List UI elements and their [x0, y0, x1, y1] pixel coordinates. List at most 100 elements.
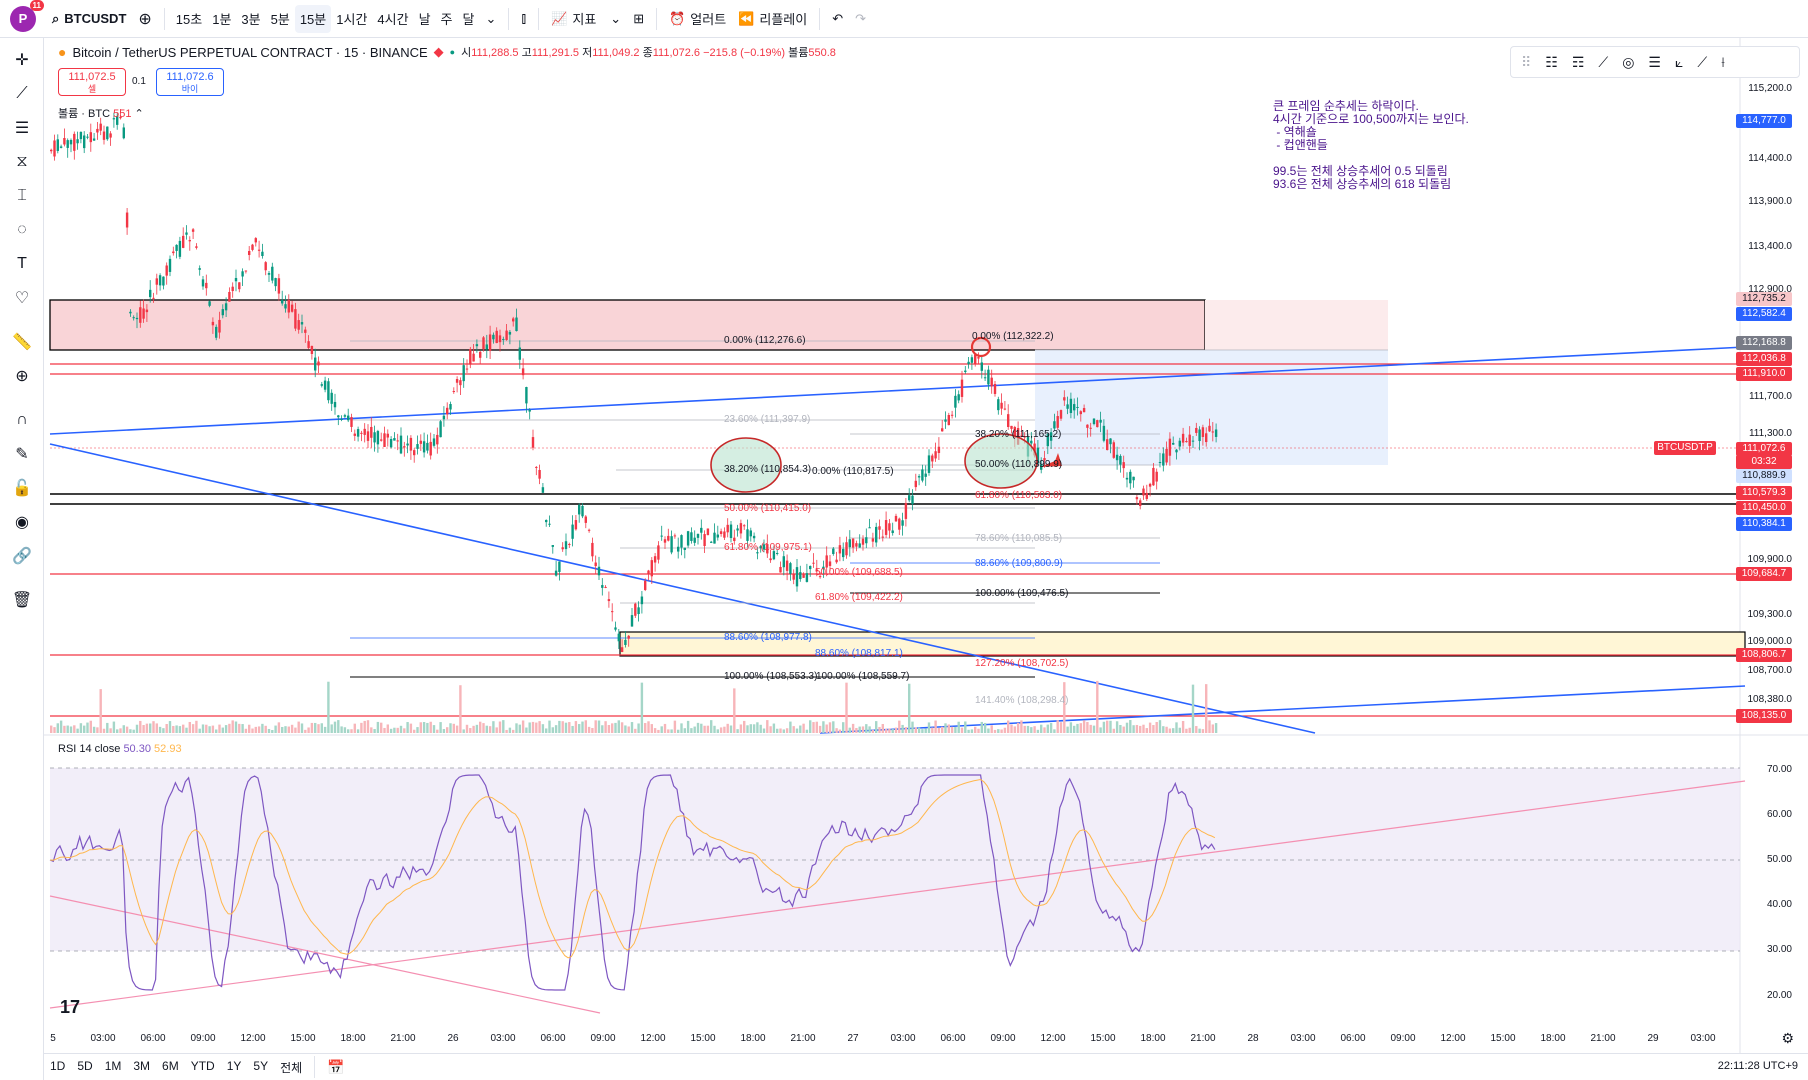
calendar-icon[interactable]: 📅	[327, 1058, 345, 1075]
volume-bar	[1109, 720, 1112, 733]
interval-2[interactable]: 3분	[241, 12, 261, 27]
highlight-ellipse-right[interactable]	[964, 433, 1038, 489]
measure-tool[interactable]: ⌶	[10, 184, 34, 208]
trend-line-upper[interactable]	[49, 346, 1746, 435]
interval-9[interactable]: 달	[462, 12, 475, 27]
symbol-search-button[interactable]: ⌕ BTCUSDT	[52, 10, 127, 27]
chevron-up-icon[interactable]: ⌃	[134, 108, 144, 120]
range-5[interactable]: YTD	[190, 1058, 215, 1073]
undo-button[interactable]: ↶	[826, 0, 849, 38]
lock-drawings-tool[interactable]: 🔓	[10, 476, 34, 500]
candle-body	[660, 535, 663, 537]
clock[interactable]: 22:11:28 UTC+9	[1717, 1060, 1798, 1072]
flag-icon[interactable]: ◆	[433, 44, 444, 59]
volume-bar	[314, 722, 317, 733]
range-7[interactable]: 5Y	[253, 1058, 269, 1073]
interval-5[interactable]: 1시간	[336, 12, 368, 27]
interval-4[interactable]: 15분	[294, 4, 332, 33]
fib-tool[interactable]: ☰	[10, 116, 34, 140]
candle-body	[59, 146, 63, 148]
interval-6[interactable]: 4시간	[377, 12, 409, 27]
analysis-notes[interactable]: 큰 프레임 순추세는 하락이다. 4시간 기준으로 100,500까지는 보인다…	[1273, 99, 1469, 191]
volume-bar	[627, 726, 630, 733]
highlight-ellipse-left[interactable]	[710, 437, 782, 493]
magnet-tool[interactable]: ∩	[10, 408, 34, 432]
drag-handle-icon[interactable]: ⠿	[1521, 53, 1532, 70]
fib-levels-1[interactable]	[350, 340, 1160, 604]
volume-bar	[696, 722, 700, 733]
chart-type-button[interactable]: ⫾	[515, 0, 532, 38]
user-avatar[interactable]: P 11	[10, 0, 44, 32]
candle-body	[512, 318, 515, 322]
top-marker-circle[interactable]	[970, 336, 992, 358]
candle-body	[1125, 477, 1129, 480]
interval-dropdown[interactable]: ⌄	[479, 0, 502, 38]
range-1[interactable]: 5D	[77, 1058, 93, 1073]
hide-drawings-tool[interactable]: ◉	[10, 510, 34, 534]
compare-symbol-button[interactable]: ⊕	[132, 0, 157, 38]
interval-1[interactable]: 1분	[212, 12, 232, 27]
range-3[interactable]: 3M	[133, 1058, 151, 1073]
candle-body	[1178, 440, 1181, 447]
sell-button[interactable]: 111,072.5 셀	[58, 68, 126, 96]
icon-tool[interactable]: ♡	[10, 286, 34, 310]
fib-arc-icon[interactable]: ⟋	[1697, 53, 1708, 70]
pattern-tool[interactable]: ⧖	[10, 150, 34, 174]
trend-line-lower[interactable]	[819, 685, 1746, 734]
interval-8[interactable]: 주	[440, 12, 453, 27]
range-0[interactable]: 1D	[50, 1058, 66, 1073]
link-icon: 🔗	[12, 548, 32, 565]
candle-body	[584, 516, 587, 523]
settings-gear-icon[interactable]: ⚙	[1781, 1030, 1794, 1046]
symbol-title[interactable]: Bitcoin / TetherUS PERPETUAL CONTRACT · …	[72, 44, 428, 60]
link-drawings-tool[interactable]: 🔗	[10, 544, 34, 568]
trend-line-descending[interactable]	[49, 443, 1316, 734]
candle-body	[733, 537, 736, 542]
range-8[interactable]: 전체	[280, 1060, 303, 1075]
interval-3[interactable]: 5분	[270, 12, 290, 27]
fib-time-icon[interactable]: ☰	[1648, 53, 1661, 70]
redo-button[interactable]: ↷	[849, 0, 872, 38]
range-2[interactable]: 1M	[104, 1058, 122, 1073]
fib-label: 50.00% (110,415.0)	[724, 503, 812, 514]
projection-box[interactable]	[1035, 350, 1388, 465]
fib-label: 127.20% (108,702.5)	[975, 658, 1069, 669]
range-6[interactable]: 1Y	[226, 1058, 242, 1073]
text-tool[interactable]: T	[10, 252, 34, 276]
alerts-button[interactable]: ⏰ 얼러트	[669, 10, 727, 28]
candle-body	[769, 558, 772, 561]
fib-channel-icon[interactable]: ⟋	[1598, 53, 1609, 70]
fib-label: 100.00% (108,559.7)	[816, 671, 910, 682]
fib-retracement-icon[interactable]: ☷	[1545, 53, 1558, 70]
indicators-button[interactable]: 📈 지표 ⌄	[551, 10, 622, 28]
trend-line-tool[interactable]: ⟋	[10, 82, 34, 106]
brush-icon: ◌	[17, 221, 27, 238]
range-4[interactable]: 6M	[162, 1058, 179, 1073]
arrow-marker[interactable]	[1040, 453, 1062, 467]
crosshair-tool[interactable]: ✛	[10, 48, 34, 72]
fib-circle-icon[interactable]: ◎	[1622, 53, 1635, 70]
replay-button[interactable]: ⏪ 리플레이	[738, 10, 808, 28]
time-axis-label: 03:00	[490, 1033, 516, 1044]
layouts-button[interactable]: ⊞	[627, 0, 650, 38]
candlesticks[interactable]	[50, 108, 1218, 653]
ruler-tool[interactable]: 📏	[10, 330, 34, 354]
remove-drawings-tool[interactable]: 🗑	[10, 588, 34, 612]
candle-body	[736, 528, 739, 531]
volume-bar	[492, 721, 495, 733]
keep-drawing-tool[interactable]: ✎	[10, 442, 34, 466]
buy-button[interactable]: 111,072.6 바이	[156, 68, 224, 96]
candle-body	[1069, 398, 1073, 414]
fib-extension-icon[interactable]: ☶	[1571, 53, 1585, 70]
shape-tool[interactable]: ◌	[10, 218, 34, 242]
gann-icon[interactable]: ⟊	[1721, 53, 1725, 70]
demand-zone[interactable]	[619, 631, 1746, 657]
interval-7[interactable]: 날	[418, 12, 431, 27]
fib-fan-icon[interactable]: ⟀	[1674, 53, 1684, 70]
undo-icon: ↶	[832, 10, 844, 26]
candle-body	[690, 532, 693, 541]
zoom-tool[interactable]: ⊕	[10, 364, 34, 388]
interval-0[interactable]: 15초	[175, 12, 203, 27]
supply-zone[interactable]	[49, 299, 1206, 351]
